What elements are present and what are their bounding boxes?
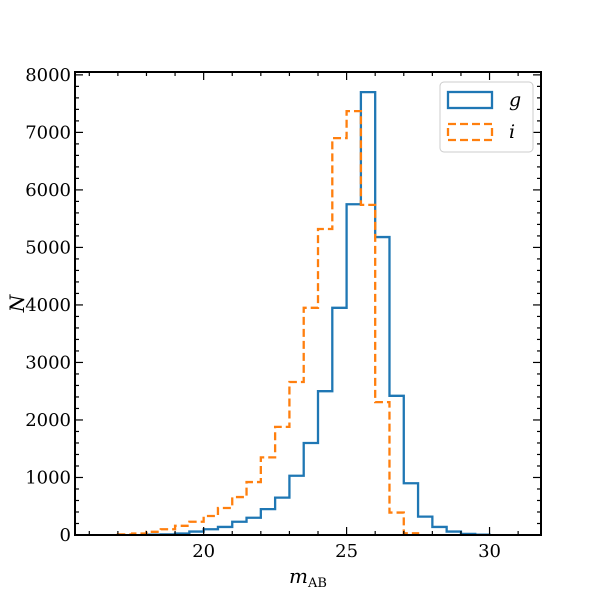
bin-g-20 xyxy=(432,527,446,535)
bin-i-13 xyxy=(304,308,318,535)
bin-g-19 xyxy=(418,517,432,535)
legend-label-g: g xyxy=(509,89,521,111)
bin-i-19 xyxy=(389,513,403,535)
y-tick-label: 2000 xyxy=(25,410,71,431)
series-i xyxy=(116,109,420,536)
legend-box xyxy=(439,81,534,153)
legend: gi xyxy=(439,81,534,153)
bin-i-9 xyxy=(247,482,261,535)
bin-i-11 xyxy=(275,427,289,535)
bin-i-8 xyxy=(232,497,246,535)
y-tick-label: 7000 xyxy=(25,122,71,143)
y-tick-label: 3000 xyxy=(25,352,71,373)
x-tick-label: 30 xyxy=(478,541,501,562)
bin-i-17 xyxy=(361,205,375,535)
legend-swatch-g xyxy=(446,90,494,110)
y-axis-label: N xyxy=(5,293,29,313)
bin-i-12 xyxy=(289,382,303,535)
bin-i-14 xyxy=(318,229,332,535)
bin-i-15 xyxy=(332,138,346,535)
y-tick-label: 1000 xyxy=(25,467,71,488)
y-tick-label: 5000 xyxy=(25,237,71,258)
series-i-step-line xyxy=(116,109,420,536)
bin-i-4 xyxy=(175,526,189,535)
y-tick-label: 0 xyxy=(60,525,71,546)
bin-i-18 xyxy=(375,402,389,535)
bin-i-7 xyxy=(218,508,232,535)
x-tick-label: 20 xyxy=(192,541,215,562)
bin-i-16 xyxy=(347,111,361,535)
bin-g-18 xyxy=(404,483,418,535)
legend-swatch-i xyxy=(446,122,494,142)
y-tick-label: 8000 xyxy=(25,65,71,86)
bin-i-5 xyxy=(189,522,203,535)
bin-i-10 xyxy=(261,457,275,535)
legend-label-i: i xyxy=(509,121,515,143)
bin-i-6 xyxy=(204,516,218,535)
x-axis-label: mAB xyxy=(289,564,327,591)
y-tick-label: 6000 xyxy=(25,180,71,201)
y-tick-label: 4000 xyxy=(25,295,71,316)
x-tick-label: 25 xyxy=(335,541,358,562)
plot-frame xyxy=(74,71,542,536)
